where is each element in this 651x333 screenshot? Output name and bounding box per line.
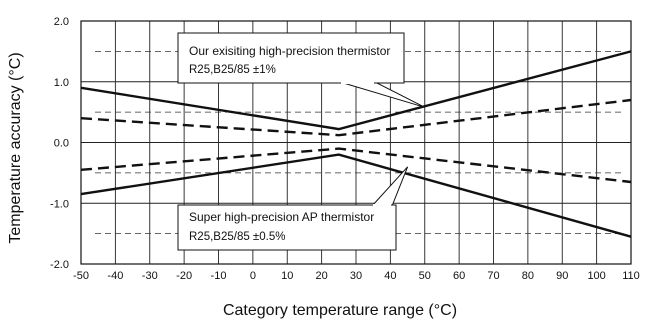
x-tick-label: 40 (384, 270, 396, 282)
x-tick-label: 0 (250, 270, 256, 282)
x-tick-label: 80 (522, 270, 534, 282)
callout-ap-thermistor: Super high-precision AP thermistor R25,B… (177, 166, 409, 251)
series-line-1-solid (80, 50, 632, 131)
series-line-2-solid (80, 153, 632, 238)
callout-title: Our exisiting high-precision thermistor (189, 44, 390, 58)
y-tick-label: 1.0 (54, 77, 69, 89)
x-tick-label: 100 (587, 270, 605, 282)
callout-box (177, 32, 405, 84)
callout-title: Super high-precision AP thermistor (189, 210, 374, 224)
x-axis-label: Category temperature range (°C) (223, 302, 457, 319)
x-tick-label: -10 (211, 270, 227, 282)
x-tick-label: -30 (142, 270, 158, 282)
y-tick-label: -1.0 (50, 198, 69, 210)
x-tick-label: -40 (107, 270, 123, 282)
callout-box (177, 204, 397, 251)
y-tick-label: 2.0 (54, 16, 69, 28)
x-tick-label: 50 (419, 270, 431, 282)
x-tick-label: -20 (176, 270, 192, 282)
x-tick-label: 20 (316, 270, 328, 282)
series-line-4-dashed (80, 147, 632, 184)
x-tick-label: 30 (350, 270, 362, 282)
callout-subtitle: R25,B25/85 ±0.5% (189, 231, 285, 243)
x-tick-label: 110 (622, 270, 640, 282)
x-tick-label: 70 (487, 270, 499, 282)
series-lines (80, 50, 632, 238)
x-tick-label: 90 (556, 270, 568, 282)
callout-subtitle: R25,B25/85 ±1% (189, 64, 276, 76)
x-tick-label: 10 (281, 270, 293, 282)
tick-labels: -50 -40 -30 -20 -10 0 10 20 30 40 50 60 70 80 90 100 110… (50, 16, 640, 282)
series-line-3-dashed (80, 98, 632, 137)
y-tick-label: -2.0 (50, 259, 69, 271)
y-axis-label: Temperature accuracy (°C) (7, 52, 24, 243)
y-tick-label: 0.0 (54, 138, 69, 150)
plot-frame (80, 20, 632, 265)
callout-existing-thermistor: Our exisiting high-precision thermistor … (177, 32, 426, 108)
x-tick-label: -50 (73, 270, 89, 282)
x-tick-label: 60 (453, 270, 465, 282)
